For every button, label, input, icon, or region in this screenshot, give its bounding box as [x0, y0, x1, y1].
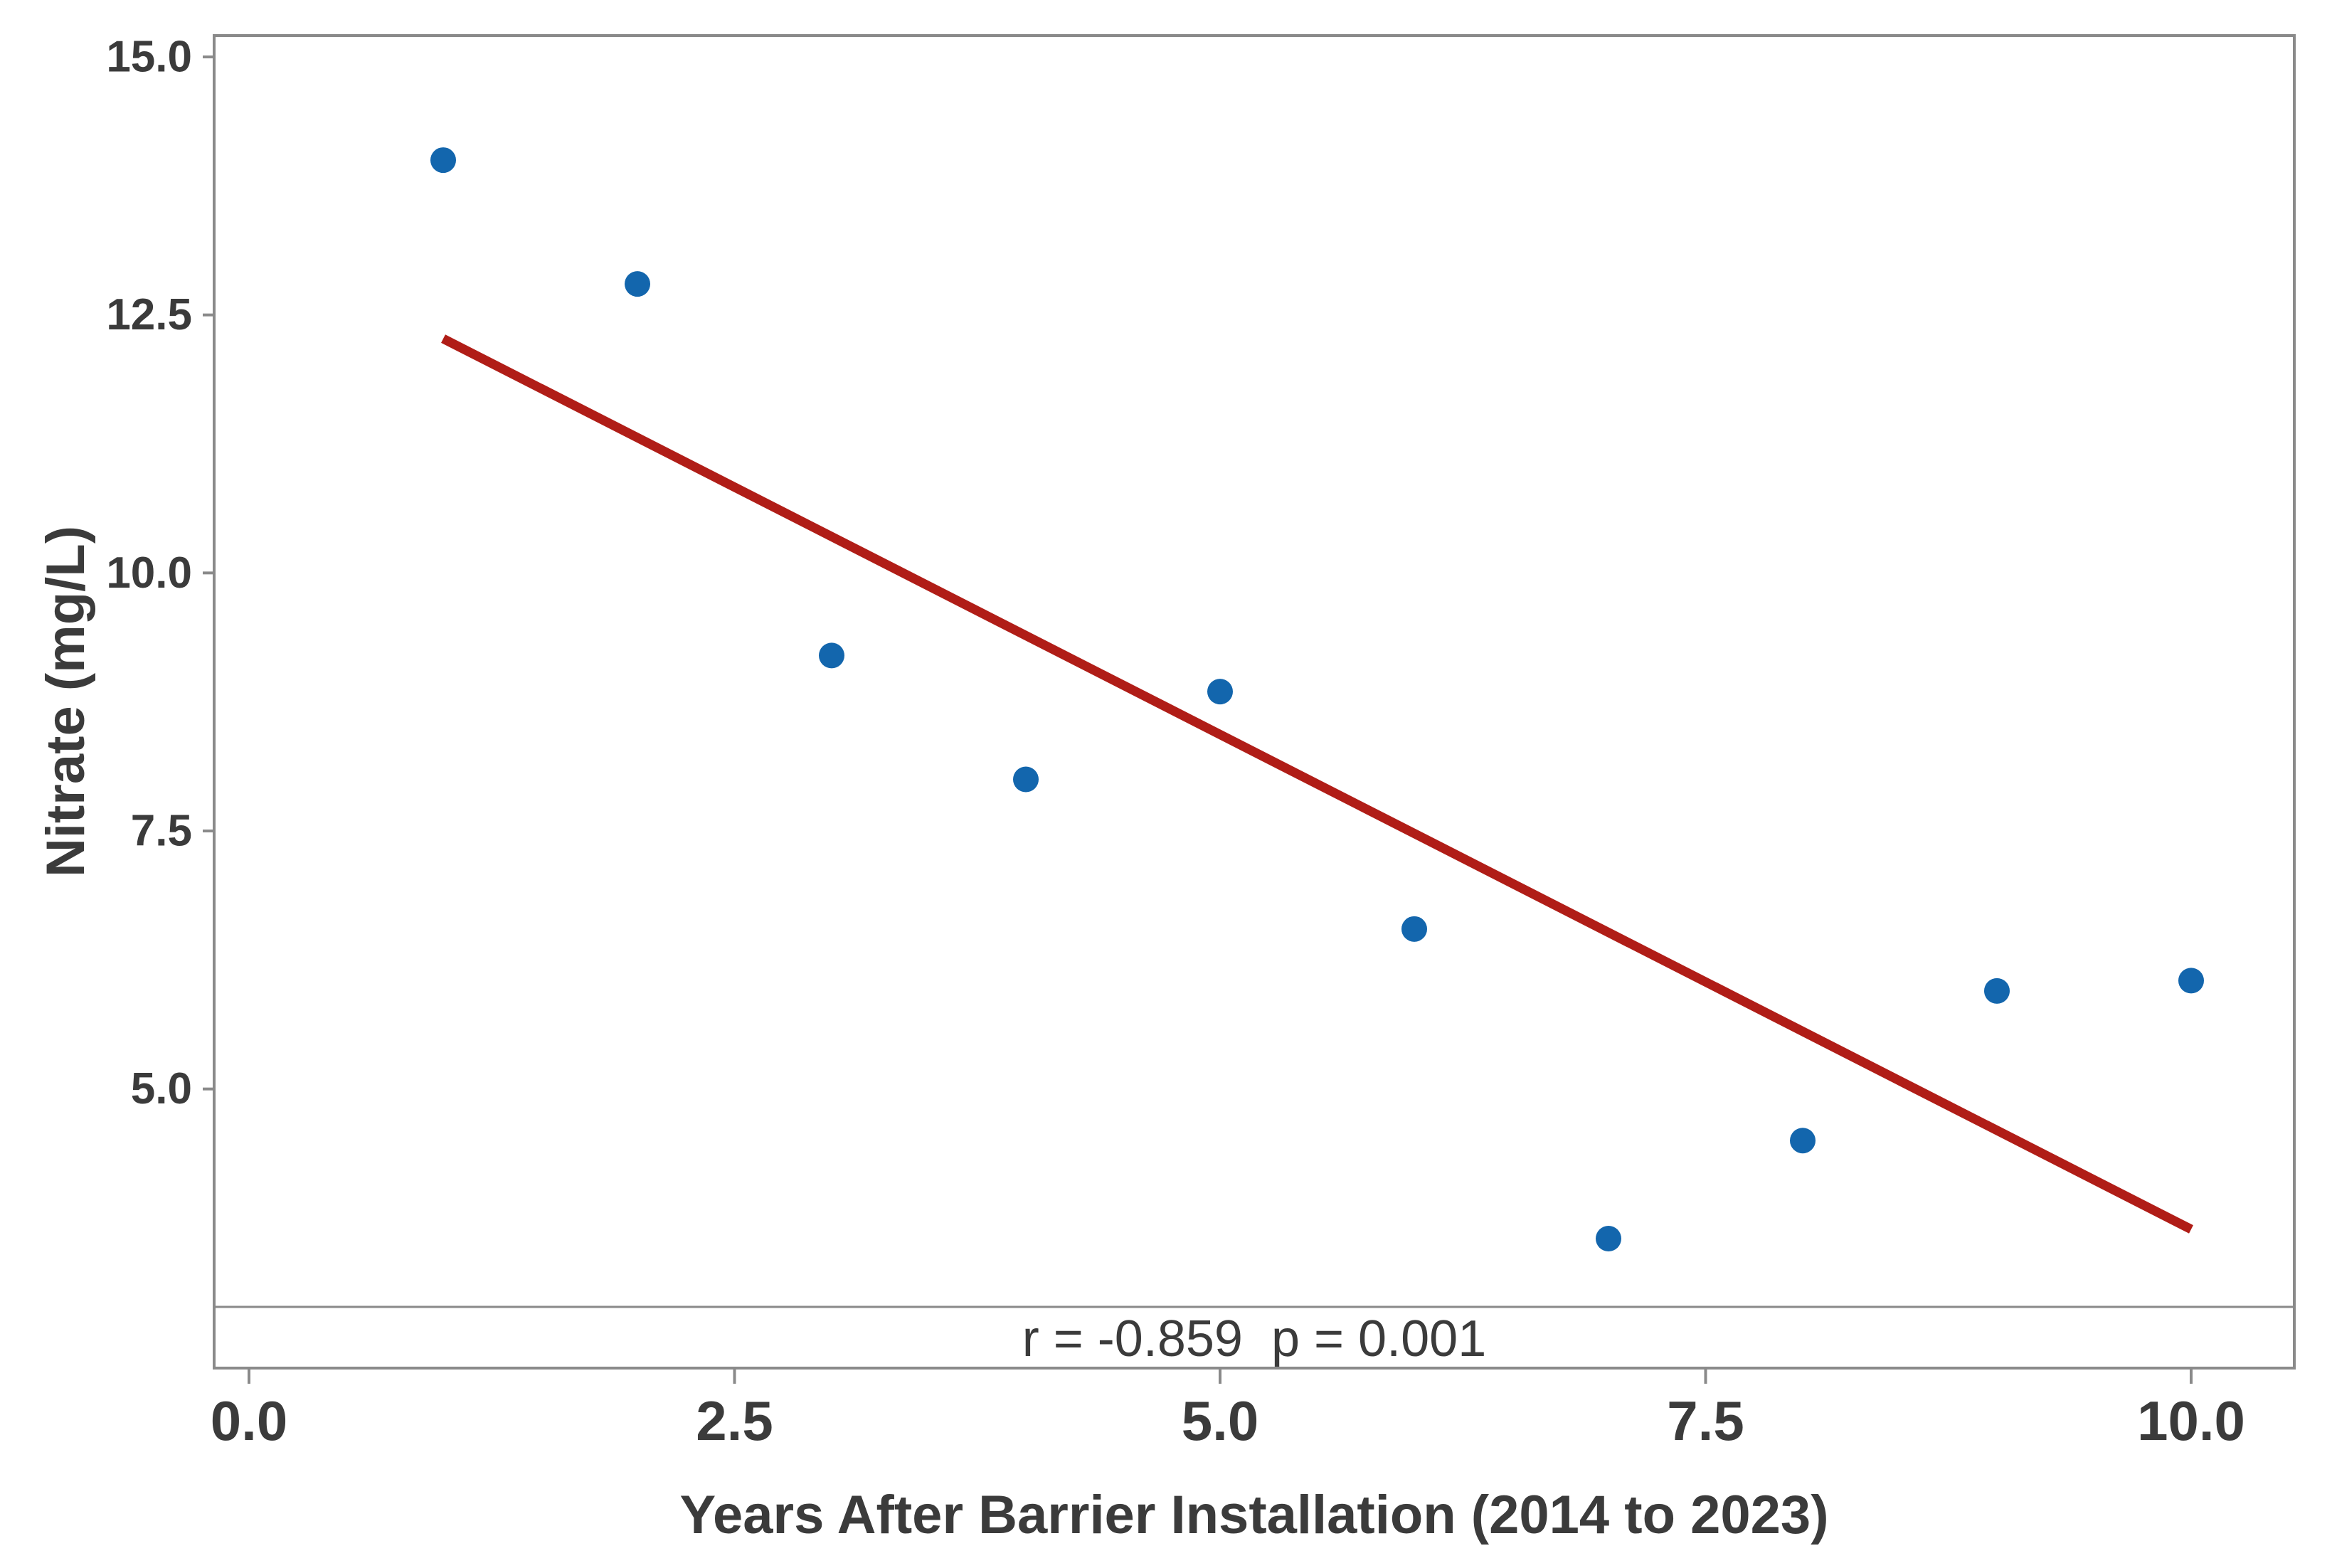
x-tick-label: 7.5	[1667, 1389, 1744, 1452]
x-tick-label: 5.0	[1182, 1389, 1258, 1452]
y-tick-label: 5.0	[131, 1064, 192, 1113]
x-tick-label: 2.5	[696, 1389, 773, 1452]
y-tick-label: 15.0	[106, 33, 192, 82]
x-tick-label: 10.0	[2137, 1389, 2245, 1452]
data-point	[1790, 1128, 1816, 1154]
x-tick-label: 0.0	[211, 1389, 287, 1452]
y-tick-label: 7.5	[131, 807, 192, 856]
y-axis-title: Nitrate (mg/L)	[36, 526, 96, 877]
data-point	[1013, 766, 1039, 793]
data-point	[1207, 679, 1233, 705]
tick-marks-group	[203, 55, 2193, 1384]
data-point	[1401, 916, 1427, 942]
data-point	[1596, 1226, 1621, 1252]
tick-labels-group: 0.0 2.5 5.0 7.5 10.0 15.0 12.5 10.0 7.5 5.0	[106, 33, 2245, 1453]
y-tick-label: 12.5	[106, 290, 192, 339]
plot-frame	[213, 34, 2296, 1370]
plot-frame-group	[213, 34, 2296, 1370]
trend-line-group	[441, 334, 2193, 1234]
data-point	[625, 271, 650, 297]
data-point	[819, 642, 844, 669]
data-point	[1984, 978, 2010, 1004]
data-points-group	[430, 147, 2204, 1252]
correlation-annotation: r = -0.859 p = 0.001	[1022, 1310, 1486, 1367]
data-point	[430, 147, 456, 174]
trend-line	[441, 334, 2193, 1234]
data-point	[2178, 968, 2204, 994]
x-axis-title: Years After Barrier Installation (2014 t…	[680, 1485, 1829, 1545]
y-tick-label: 10.0	[106, 549, 192, 598]
